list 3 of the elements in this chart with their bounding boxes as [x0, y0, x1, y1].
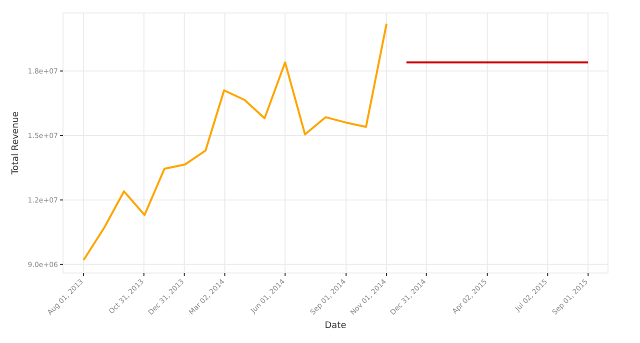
y-axis-title: Total Revenue	[11, 111, 22, 176]
x-axis-title: Date	[324, 321, 347, 331]
line-series	[82, 22, 388, 262]
